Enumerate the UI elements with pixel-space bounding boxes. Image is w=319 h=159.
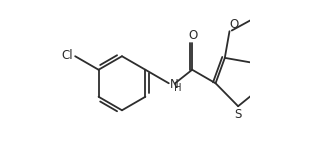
Text: S: S (234, 108, 242, 121)
Text: Cl: Cl (62, 48, 73, 62)
Text: O: O (230, 17, 239, 31)
Text: N: N (169, 77, 178, 90)
Text: H: H (174, 83, 181, 93)
Text: O: O (188, 28, 197, 41)
